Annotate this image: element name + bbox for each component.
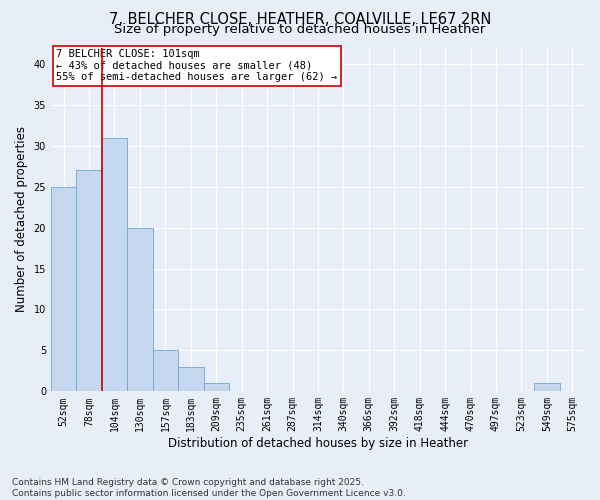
Bar	[203, 383, 229, 392]
Text: 7 BELCHER CLOSE: 101sqm
← 43% of detached houses are smaller (48)
55% of semi-de: 7 BELCHER CLOSE: 101sqm ← 43% of detache…	[56, 49, 338, 82]
Bar	[76, 170, 102, 392]
Bar	[178, 367, 203, 392]
Y-axis label: Number of detached properties: Number of detached properties	[15, 126, 28, 312]
Text: Contains HM Land Registry data © Crown copyright and database right 2025.
Contai: Contains HM Land Registry data © Crown c…	[12, 478, 406, 498]
X-axis label: Distribution of detached houses by size in Heather: Distribution of detached houses by size …	[168, 437, 468, 450]
Bar	[152, 350, 178, 392]
Bar	[51, 186, 76, 392]
Bar	[534, 383, 560, 392]
Bar	[102, 138, 127, 392]
Text: Size of property relative to detached houses in Heather: Size of property relative to detached ho…	[115, 22, 485, 36]
Text: 7, BELCHER CLOSE, HEATHER, COALVILLE, LE67 2RN: 7, BELCHER CLOSE, HEATHER, COALVILLE, LE…	[109, 12, 491, 28]
Bar	[127, 228, 152, 392]
